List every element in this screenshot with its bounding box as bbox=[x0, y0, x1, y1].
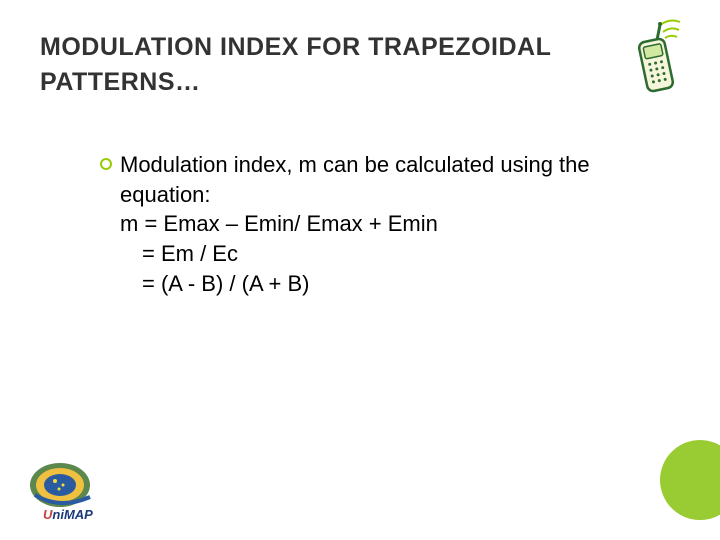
unimap-logo: UniMAP bbox=[25, 455, 115, 525]
svg-text:UniMAP: UniMAP bbox=[43, 507, 93, 522]
phone-icon bbox=[615, 10, 695, 100]
bullet-body: Modulation index, m can be calculated us… bbox=[120, 150, 680, 298]
equation-1: m = Emax – Emin/ Emax + Emin bbox=[120, 209, 680, 239]
equation-2: = Em / Ec bbox=[142, 239, 680, 269]
bullet-text: Modulation index, m can be calculated us… bbox=[120, 152, 590, 207]
slide-container: MODULATION INDEX FOR TRAPEZOIDAL PATTERN… bbox=[0, 0, 720, 540]
title-line-1: MODULATION INDEX FOR TRAPEZOIDAL bbox=[40, 30, 600, 65]
equation-3: = (A - B) / (A + B) bbox=[142, 269, 680, 299]
bullet-item: Modulation index, m can be calculated us… bbox=[100, 150, 680, 298]
title-line-2: PATTERNS… bbox=[40, 65, 600, 100]
bullet-ring-icon bbox=[100, 158, 112, 170]
slide-title: MODULATION INDEX FOR TRAPEZOIDAL PATTERN… bbox=[40, 30, 600, 100]
content-block: Modulation index, m can be calculated us… bbox=[100, 150, 680, 298]
accent-circle bbox=[660, 440, 720, 520]
